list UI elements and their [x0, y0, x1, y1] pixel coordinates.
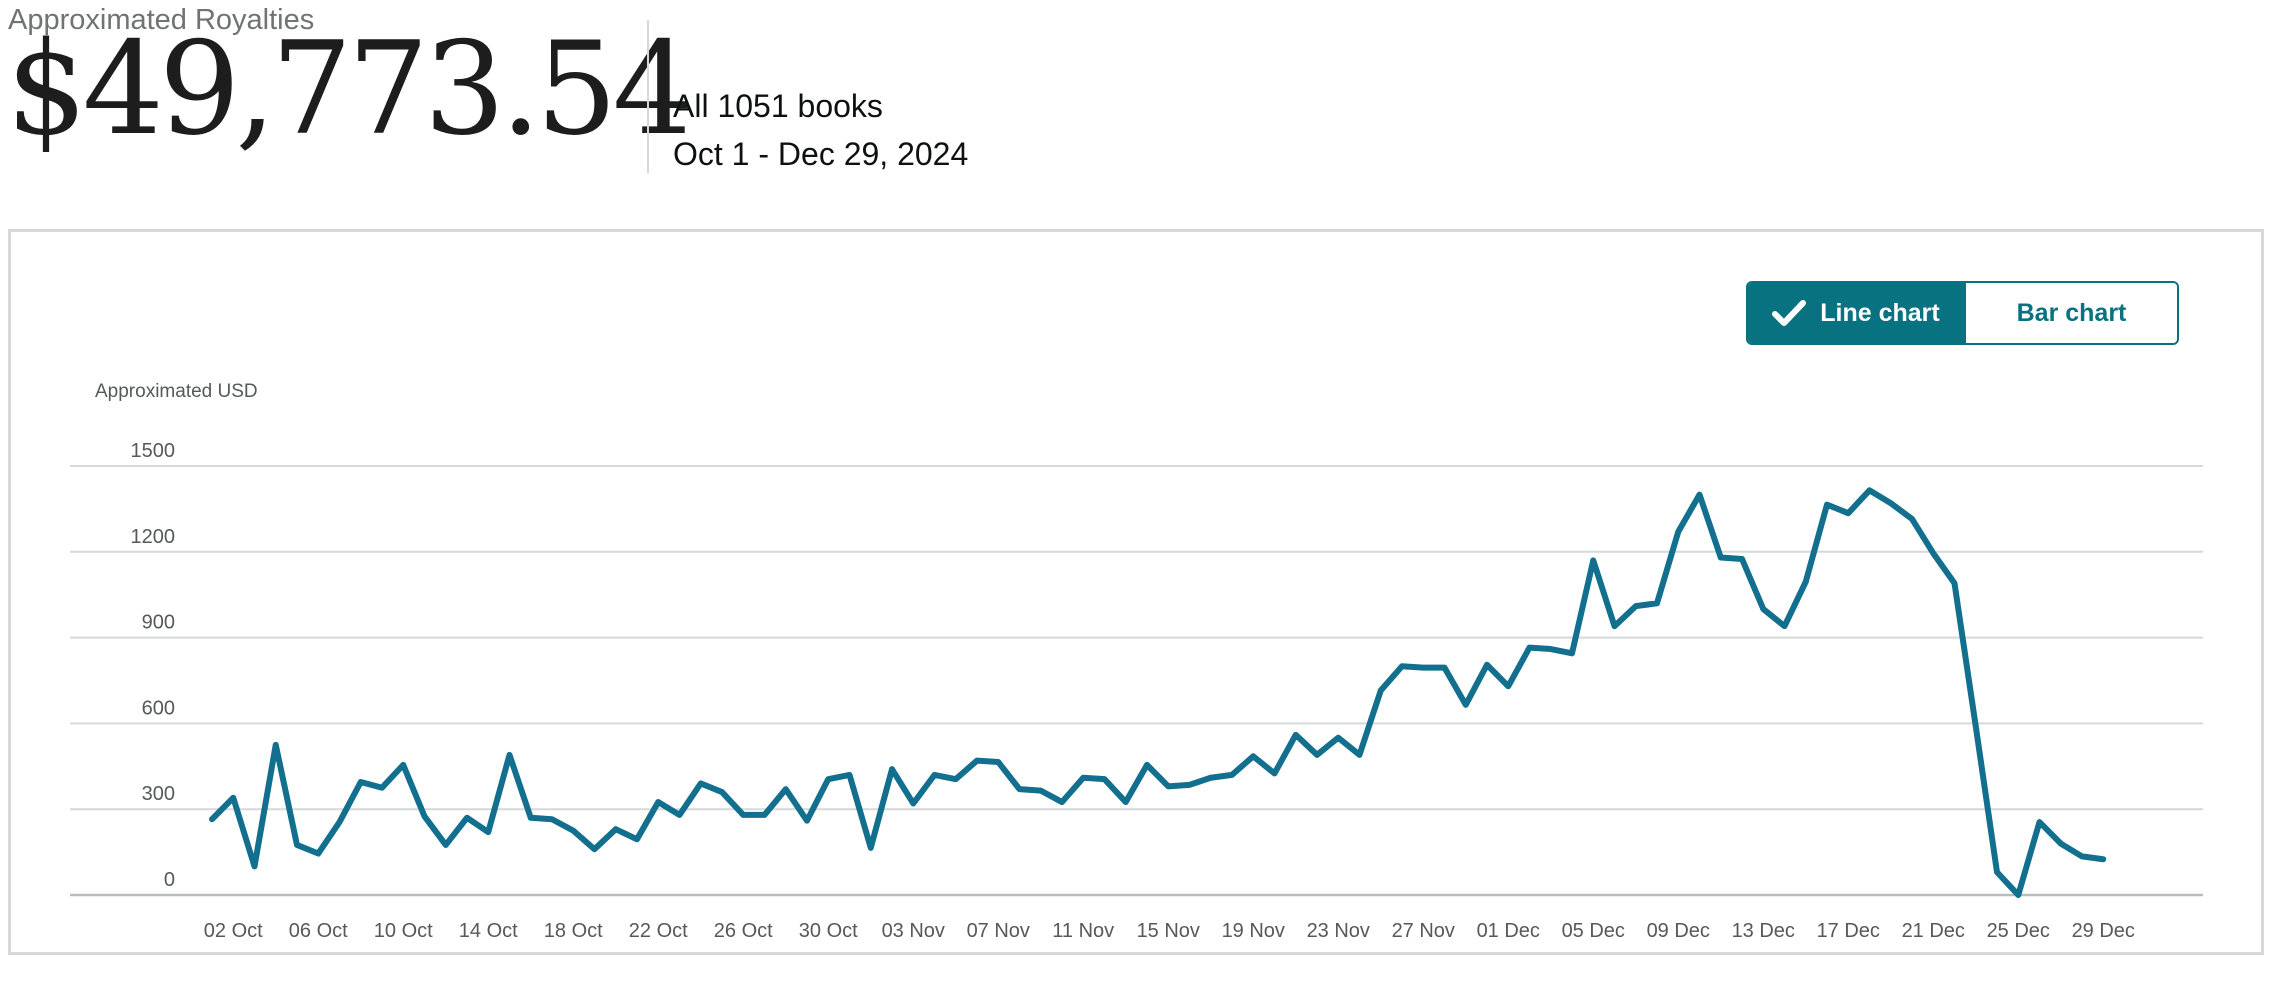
- y-tick-label: 1500: [131, 440, 176, 462]
- x-tick-label: 14 Oct: [459, 920, 518, 942]
- line-chart-label: Line chart: [1820, 298, 1940, 327]
- y-tick-labels: 0 300 600 900 1200 1500: [131, 440, 176, 891]
- x-tick-label: 26 Oct: [714, 920, 773, 942]
- x-tick-label: 19 Nov: [1222, 920, 1285, 942]
- bar-chart-label: Bar chart: [2016, 298, 2127, 327]
- y-axis-title: Approximated USD: [95, 381, 258, 402]
- y-tick-label: 600: [142, 697, 175, 719]
- y-tick-label: 0: [164, 869, 175, 891]
- chart-type-toggle: Line chart Bar chart: [1746, 281, 2179, 345]
- x-tick-label: 25 Dec: [1987, 920, 2050, 942]
- total-amount: $49,773.54: [6, 15, 694, 164]
- line-chart-button[interactable]: Line chart: [1748, 283, 1964, 343]
- header-divider: [647, 20, 649, 173]
- x-tick-label: 15 Nov: [1137, 920, 1200, 942]
- x-tick-label: 06 Oct: [289, 920, 348, 942]
- y-tick-label: 900: [142, 612, 175, 634]
- grid-lines: [70, 465, 2203, 897]
- x-tick-label: 27 Nov: [1392, 920, 1455, 942]
- chart-card: [8, 229, 2264, 955]
- x-tick-label: 23 Nov: [1307, 920, 1370, 942]
- x-tick-label: 01 Dec: [1477, 920, 1540, 942]
- x-tick-label: 09 Dec: [1647, 920, 1710, 942]
- check-icon: [1772, 300, 1807, 326]
- x-tick-label: 29 Dec: [2072, 920, 2135, 942]
- x-tick-label: 10 Oct: [374, 920, 433, 942]
- y-tick-label: 1200: [131, 526, 176, 548]
- x-tick-label: 05 Dec: [1562, 920, 1625, 942]
- date-range: Oct 1 - Dec 29, 2024: [673, 136, 969, 172]
- series-line: [209, 487, 2107, 898]
- x-tick-label: 21 Dec: [1902, 920, 1965, 942]
- x-tick-label: 11 Nov: [1052, 920, 1114, 942]
- x-tick-label: 17 Dec: [1817, 920, 1880, 942]
- bar-chart-button[interactable]: Bar chart: [1964, 283, 2177, 343]
- summary-label: Approximated Royalties: [8, 4, 315, 36]
- x-tick-label: 02 Oct: [204, 920, 263, 942]
- x-tick-label: 03 Nov: [882, 920, 945, 942]
- books-label: All 1051 books: [673, 88, 883, 124]
- x-tick-labels: 02 Oct 06 Oct 10 Oct 14 Oct 18 Oct 22 Oct 26 O…: [204, 920, 2135, 942]
- x-tick-label: 13 Dec: [1732, 920, 1795, 942]
- x-tick-label: 22 Oct: [629, 920, 688, 942]
- x-tick-label: 07 Nov: [967, 920, 1030, 942]
- x-tick-label: 30 Oct: [799, 920, 858, 942]
- x-tick-label: 18 Oct: [544, 920, 603, 942]
- y-tick-label: 300: [142, 783, 175, 805]
